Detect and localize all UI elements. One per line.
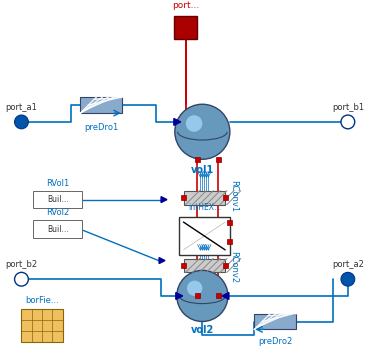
Text: RConv2: RConv2: [229, 251, 238, 284]
Text: Buil...: Buil...: [47, 195, 69, 204]
Text: Buil...: Buil...: [47, 225, 69, 234]
Circle shape: [14, 115, 28, 129]
Bar: [195, 293, 200, 298]
Bar: [33, 220, 83, 238]
Text: RVol1: RVol1: [46, 179, 70, 188]
Bar: [80, 97, 122, 113]
Polygon shape: [222, 292, 229, 299]
Text: RConv1: RConv1: [229, 180, 238, 212]
Text: port_b1: port_b1: [332, 103, 364, 112]
Circle shape: [177, 270, 228, 322]
Bar: [33, 191, 83, 208]
Bar: [223, 263, 228, 268]
Polygon shape: [161, 197, 167, 203]
Bar: [21, 309, 63, 342]
Circle shape: [14, 272, 28, 286]
Text: port_b2: port_b2: [6, 260, 37, 270]
Bar: [227, 239, 232, 244]
Bar: [255, 314, 296, 329]
Bar: [227, 220, 232, 225]
Text: port_a2: port_a2: [332, 260, 364, 270]
Polygon shape: [174, 119, 181, 125]
Text: port...: port...: [172, 1, 199, 10]
Bar: [181, 195, 186, 200]
Circle shape: [341, 115, 355, 129]
Text: vol1: vol1: [191, 165, 214, 175]
Text: preDro2: preDro2: [258, 337, 292, 346]
Text: preDro1: preDro1: [84, 123, 118, 132]
Bar: [179, 217, 230, 255]
Bar: [216, 157, 221, 162]
Bar: [195, 157, 200, 162]
Bar: [216, 293, 221, 298]
Circle shape: [175, 104, 230, 159]
Circle shape: [187, 280, 202, 296]
Bar: [174, 16, 198, 39]
Circle shape: [341, 272, 355, 286]
Text: RVol2: RVol2: [46, 208, 70, 217]
Text: port_a1: port_a1: [6, 103, 37, 112]
Polygon shape: [159, 258, 165, 264]
Text: vol2: vol2: [191, 325, 214, 336]
Bar: [181, 263, 186, 268]
Bar: [223, 195, 228, 200]
Circle shape: [186, 115, 202, 132]
Polygon shape: [176, 292, 183, 299]
Bar: [184, 191, 225, 205]
Bar: [184, 259, 225, 272]
Text: intHEX...: intHEX...: [188, 203, 221, 212]
Text: borFie...: borFie...: [25, 296, 59, 305]
